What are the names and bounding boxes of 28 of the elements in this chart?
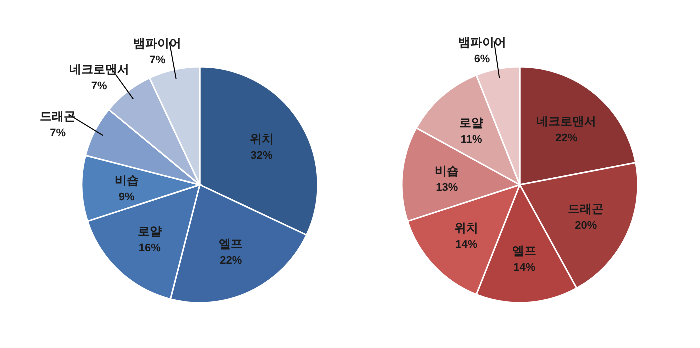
data-label: 32% (250, 150, 273, 162)
slice-label: 위치 (250, 132, 274, 146)
data-label: 22% (220, 255, 242, 268)
slice-label: 엘프 (512, 244, 537, 258)
slice-label: 드래곤 (40, 109, 76, 124)
data-label: 22% (556, 132, 578, 145)
slice-label: 비숍 (114, 173, 139, 188)
slice-label: 위치 (454, 221, 479, 236)
slice-label: 비숍 (435, 164, 460, 178)
data-label: 7% (91, 80, 108, 92)
data-label: 9% (118, 191, 136, 204)
slice-label: 뱀파이어 (458, 35, 506, 50)
data-label: 7% (150, 54, 166, 66)
slice-label: 로얄 (460, 116, 484, 130)
slice-label: 뱀파이어 (134, 36, 182, 50)
slice-label: 네크로맨서 (536, 114, 597, 129)
slice-label: 드래곤 (568, 202, 604, 216)
data-label: 14% (456, 239, 478, 252)
data-label: 7% (50, 127, 66, 140)
data-label: 11% (460, 134, 483, 146)
data-label: 13% (436, 182, 458, 194)
slice-label: 로얄 (138, 224, 162, 238)
slice-label: 엘프 (219, 237, 244, 252)
data-label: 14% (514, 262, 536, 274)
slice-label: 네크로맨서 (69, 62, 130, 76)
data-label: 16% (138, 242, 162, 254)
data-label: 6% (474, 53, 490, 66)
data-label: 20% (575, 220, 598, 232)
